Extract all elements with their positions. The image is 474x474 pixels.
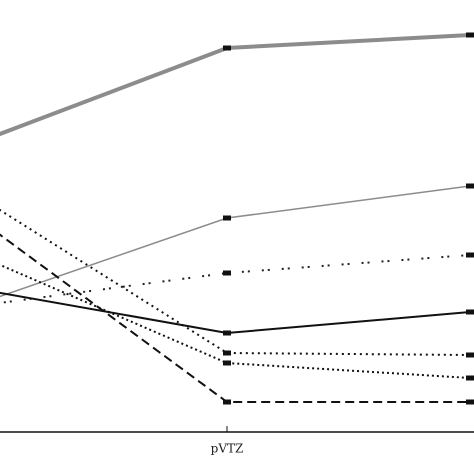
point-marker bbox=[223, 45, 231, 51]
series-line bbox=[0, 291, 471, 335]
point-marker bbox=[466, 183, 474, 189]
series-line bbox=[0, 185, 471, 298]
point-marker bbox=[223, 360, 231, 366]
plot-area bbox=[0, 32, 474, 405]
point-marker bbox=[223, 215, 231, 221]
x-tick-label: pVTZ bbox=[211, 442, 244, 456]
series-line bbox=[0, 233, 470, 403]
series-line bbox=[0, 33, 471, 137]
point-marker bbox=[223, 399, 231, 405]
point-marker bbox=[223, 350, 231, 356]
point-marker bbox=[223, 330, 231, 336]
point-marker bbox=[223, 270, 231, 276]
point-marker bbox=[466, 309, 474, 315]
series-line bbox=[0, 254, 471, 304]
point-marker bbox=[466, 352, 474, 358]
point-marker bbox=[466, 32, 474, 38]
point-marker bbox=[466, 399, 474, 405]
point-marker bbox=[466, 375, 474, 381]
point-marker bbox=[466, 252, 474, 258]
